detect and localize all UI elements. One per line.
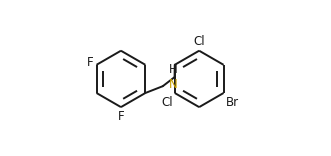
Text: Br: Br (225, 96, 239, 109)
Text: N: N (168, 78, 177, 91)
Text: Cl: Cl (161, 96, 173, 109)
Text: H: H (168, 63, 177, 76)
Text: F: F (87, 56, 94, 69)
Text: F: F (118, 110, 124, 123)
Text: Cl: Cl (193, 35, 205, 48)
